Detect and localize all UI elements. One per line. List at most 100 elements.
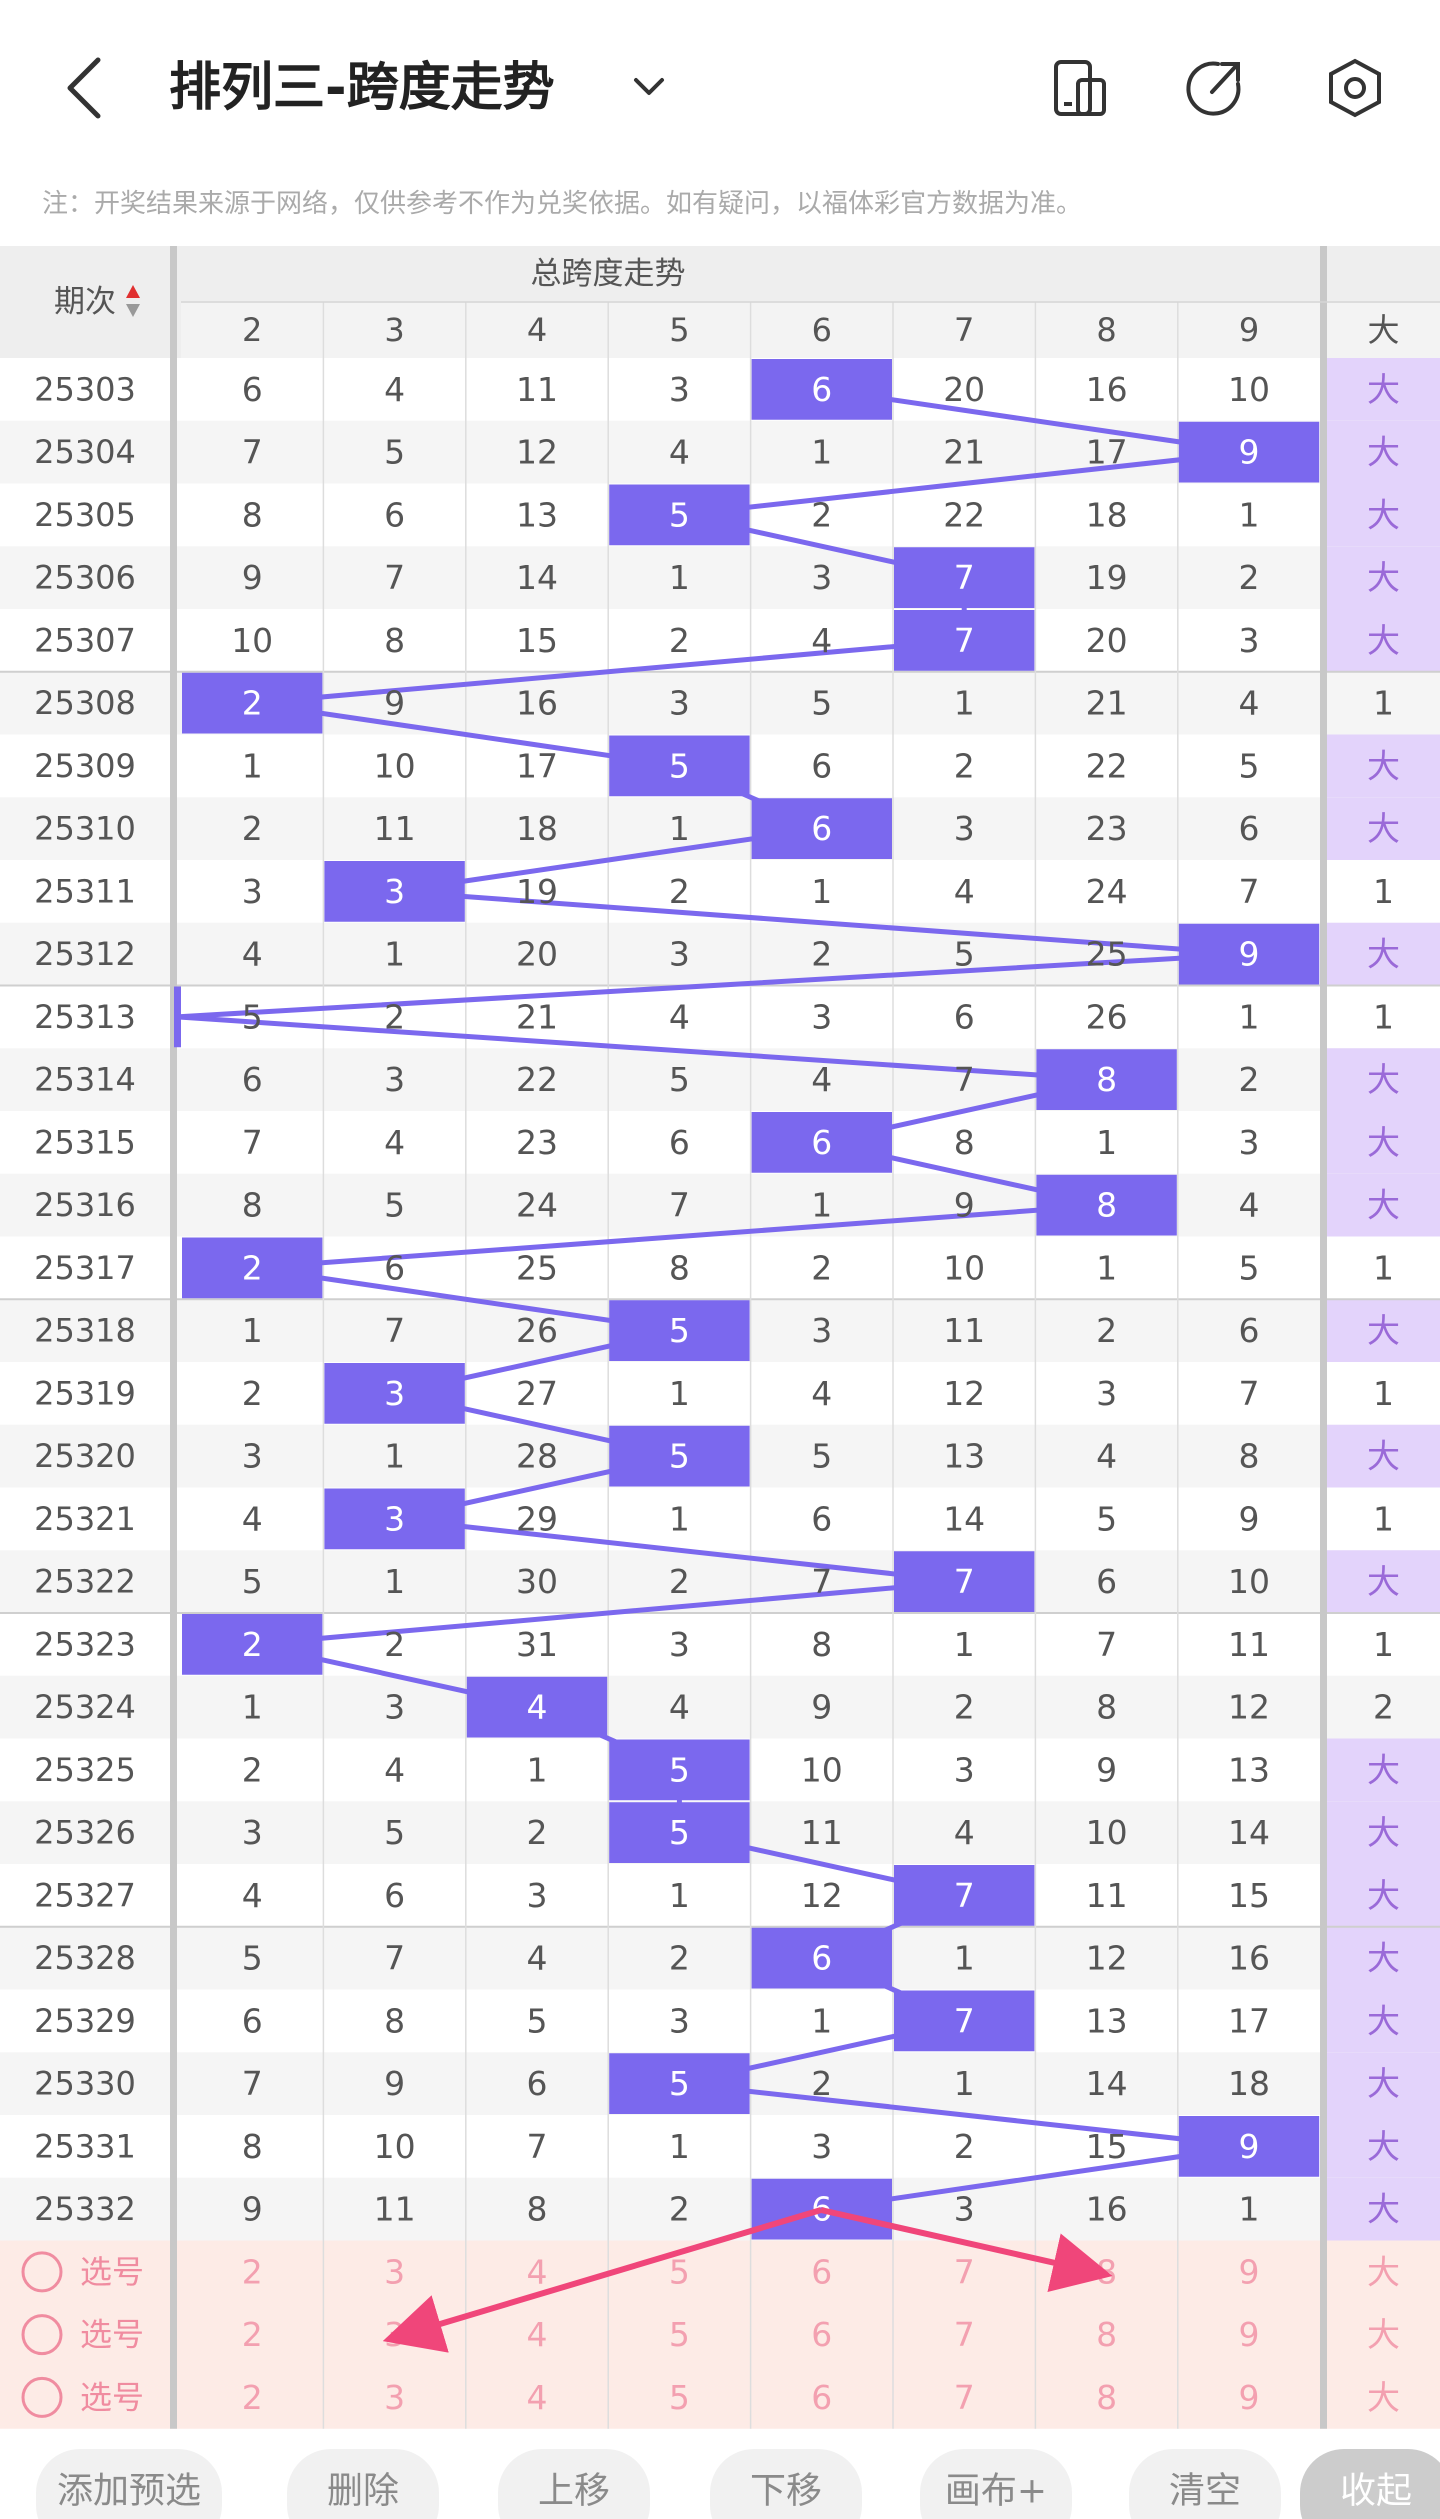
cell-value: 19 <box>516 872 558 911</box>
pick-value[interactable]: 3 <box>384 2252 405 2291</box>
sort-up[interactable] <box>126 285 140 298</box>
cell-value: 7 <box>242 433 263 472</box>
cell-value: 5 <box>669 1813 690 1852</box>
cell-value: 4 <box>1096 1437 1117 1476</box>
pick-checkbox[interactable] <box>21 2251 63 2293</box>
cell-value: 3 <box>811 2127 832 2166</box>
period: 25305 <box>34 496 136 534</box>
big-value: 大 <box>1367 370 1400 409</box>
pick-value[interactable]: 4 <box>527 2378 548 2417</box>
pick-value[interactable]: 5 <box>669 2252 690 2291</box>
device-icon[interactable] <box>1054 60 1106 116</box>
pick-value[interactable]: 8 <box>1096 2378 1117 2417</box>
cell-value: 17 <box>1228 2001 1270 2040</box>
cell-value: 1 <box>1239 997 1260 1036</box>
pick-value[interactable]: 4 <box>527 2315 548 2354</box>
pick-value[interactable]: 2 <box>242 2252 263 2291</box>
pick-label[interactable]: 选号 <box>80 2378 144 2416</box>
share-icon[interactable] <box>1186 61 1241 116</box>
cell-value: 6 <box>811 1499 832 1538</box>
cell-value: 4 <box>527 1939 548 1978</box>
toolbar-button-label[interactable]: 清空 <box>1169 2471 1241 2512</box>
period: 25318 <box>34 1312 136 1350</box>
cell-value: 7 <box>954 1562 975 1601</box>
toolbar-button-label[interactable]: 删除 <box>327 2471 399 2512</box>
toolbar-button[interactable] <box>1300 2449 1440 2519</box>
cell-value: 7 <box>1239 1374 1260 1413</box>
cell-value: 4 <box>527 1688 548 1727</box>
pick-value[interactable]: 大 <box>1367 2378 1400 2417</box>
big-cell-bg <box>1327 420 1440 484</box>
cell-value: 25 <box>1086 935 1128 974</box>
toolbar-button[interactable] <box>1129 2449 1281 2519</box>
back-button[interactable] <box>67 57 101 119</box>
pick-value[interactable]: 大 <box>1367 2252 1400 2291</box>
big-value: 1 <box>1373 1499 1394 1538</box>
pick-value[interactable]: 9 <box>1239 2378 1260 2417</box>
cell-value: 7 <box>384 1939 405 1978</box>
pick-value[interactable]: 8 <box>1096 2315 1117 2354</box>
cell-value: 13 <box>516 495 558 534</box>
toolbar-button[interactable] <box>498 2449 650 2519</box>
settings-icon[interactable] <box>1329 58 1381 118</box>
pick-value[interactable]: 7 <box>954 2252 975 2291</box>
cell-value: 11 <box>374 2190 416 2229</box>
cell-value: 28 <box>516 1437 558 1476</box>
pick-value[interactable]: 7 <box>954 2378 975 2417</box>
hit-cell <box>609 1425 750 1487</box>
toolbar-button-label[interactable]: 上移 <box>538 2471 610 2512</box>
pick-value[interactable]: 6 <box>811 2252 832 2291</box>
toolbar-button-label[interactable]: 下移 <box>750 2471 822 2512</box>
period: 25314 <box>34 1061 136 1099</box>
toolbar-button[interactable] <box>710 2449 862 2519</box>
cell-value: 3 <box>242 872 263 911</box>
pick-value[interactable]: 大 <box>1367 2315 1400 2354</box>
cell-value: 10 <box>943 1248 985 1287</box>
pick-value[interactable]: 8 <box>1096 2252 1117 2291</box>
cell-value: 6 <box>1096 1562 1117 1601</box>
pick-label[interactable]: 选号 <box>80 2316 144 2354</box>
pick-value[interactable]: 5 <box>669 2315 690 2354</box>
toolbar-button-label[interactable]: 画布+ <box>945 2471 1047 2512</box>
cell-value: 1 <box>811 2001 832 2040</box>
pick-value[interactable]: 2 <box>242 2378 263 2417</box>
cell-value: 5 <box>1239 1248 1260 1287</box>
cell-value: 1 <box>1096 1123 1117 1162</box>
toolbar-button[interactable] <box>287 2449 439 2519</box>
dropdown-icon[interactable] <box>634 78 664 95</box>
row-bg <box>0 1989 1440 2053</box>
pick-bg <box>0 2240 1440 2429</box>
sort-down[interactable] <box>126 304 140 317</box>
pick-value[interactable]: 6 <box>811 2315 832 2354</box>
row-bg <box>0 546 1440 609</box>
big-value: 1 <box>1373 997 1394 1036</box>
hit-cell <box>324 861 465 922</box>
cell-value: 18 <box>1228 2064 1270 2103</box>
toolbar-button[interactable] <box>920 2449 1072 2519</box>
toolbar-button-label[interactable]: 添加预选 <box>57 2471 201 2512</box>
pick-value[interactable]: 4 <box>527 2252 548 2291</box>
cell-value: 30 <box>516 1562 558 1601</box>
cell-value: 5 <box>669 2064 690 2103</box>
pick-value[interactable]: 5 <box>669 2378 690 2417</box>
pick-checkbox[interactable] <box>21 2376 63 2418</box>
cell-value: 5 <box>384 1186 405 1225</box>
pick-value[interactable]: 2 <box>242 2315 263 2354</box>
toolbar-button-label[interactable]: 收起 <box>1340 2471 1412 2512</box>
row-bg <box>0 1487 1440 1551</box>
cell-value: 2 <box>669 2190 690 2229</box>
pick-label[interactable]: 选号 <box>80 2253 144 2291</box>
cell-value: 5 <box>669 1311 690 1350</box>
pick-checkbox[interactable] <box>21 2314 63 2356</box>
toolbar-button[interactable] <box>36 2449 222 2519</box>
pick-value[interactable]: 9 <box>1239 2315 1260 2354</box>
pick-value[interactable]: 9 <box>1239 2252 1260 2291</box>
pick-value[interactable]: 7 <box>954 2315 975 2354</box>
pick-value[interactable]: 3 <box>384 2378 405 2417</box>
cell-value: 20 <box>943 370 985 409</box>
cell-value: 31 <box>516 1625 558 1664</box>
cell-value: 4 <box>242 1499 263 1538</box>
pick-value[interactable]: 6 <box>811 2378 832 2417</box>
big-value: 2 <box>1373 1688 1394 1727</box>
